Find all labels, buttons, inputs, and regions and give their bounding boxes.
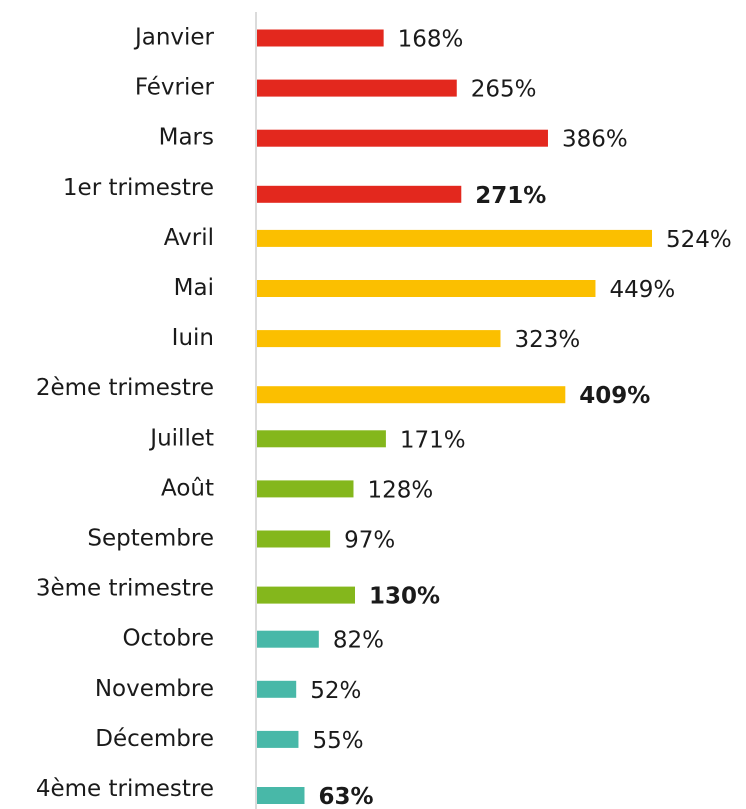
bar	[257, 730, 299, 748]
value-label: 52%	[310, 678, 361, 704]
bar	[257, 280, 596, 297]
category-label: 3ème trimestre	[36, 576, 214, 602]
value-label: 386%	[562, 127, 628, 153]
category-label: Novembre	[95, 676, 214, 702]
bar	[257, 787, 305, 804]
value-label: 323%	[514, 327, 580, 353]
value-label: 97%	[344, 528, 395, 554]
value-label: 168%	[398, 27, 464, 53]
category-label: Décembre	[95, 726, 214, 752]
bar	[257, 630, 319, 648]
category-label: Octobre	[122, 626, 214, 652]
bar	[257, 129, 548, 147]
category-label: Mai	[174, 275, 214, 301]
bar	[257, 386, 566, 404]
value-label: 130%	[369, 584, 440, 610]
bar	[257, 586, 355, 604]
category-label: Mars	[159, 125, 214, 151]
category-label: 1er trimestre	[63, 175, 214, 201]
bar	[257, 430, 386, 448]
value-label: 82%	[333, 628, 384, 654]
category-label: Septembre	[87, 526, 214, 552]
bar	[257, 680, 297, 698]
bar	[257, 185, 462, 203]
value-label: 271%	[475, 183, 546, 209]
bar	[257, 79, 457, 97]
value-label: 409%	[579, 383, 650, 409]
category-label: 4ème trimestre	[36, 776, 214, 802]
value-label: 265%	[471, 77, 537, 103]
category-label: Février	[135, 75, 215, 101]
bar	[257, 530, 331, 548]
category-label: Août	[161, 475, 214, 501]
category-label: 2ème trimestre	[36, 375, 214, 401]
value-label: 171%	[400, 427, 466, 453]
bar	[257, 29, 384, 47]
bar	[257, 480, 354, 498]
value-label: 55%	[312, 728, 363, 754]
bar	[257, 330, 501, 348]
category-label: Avril	[164, 225, 214, 251]
value-label: 449%	[609, 277, 675, 303]
category-label: Janvier	[133, 25, 215, 51]
bar	[257, 229, 652, 247]
category-label: Iuin	[172, 325, 214, 351]
category-label: Juillet	[148, 425, 214, 451]
value-label: 63%	[318, 784, 373, 809]
value-label: 128%	[367, 477, 433, 503]
value-label: 524%	[666, 227, 732, 253]
